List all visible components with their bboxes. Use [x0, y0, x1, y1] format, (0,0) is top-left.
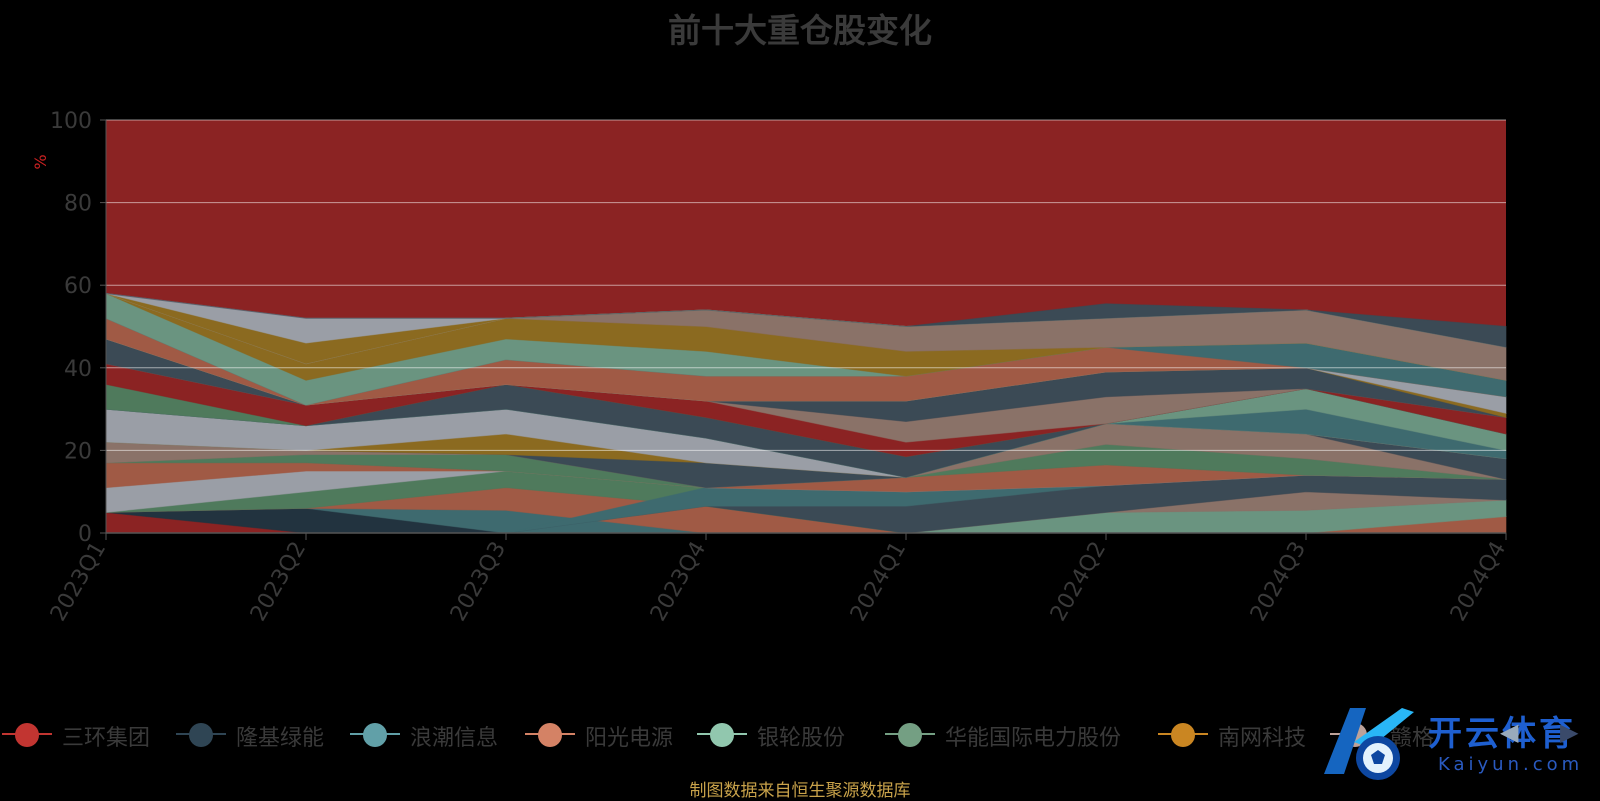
y-tick-label-5: 100: [50, 109, 92, 134]
chart-title: 前十大重仓股变化: [668, 11, 932, 50]
x-tick-label-6: 2024Q3: [1246, 538, 1311, 626]
legend-label-5: 华能国际电力股份: [945, 726, 1122, 751]
legend-dot-6: [1171, 723, 1195, 747]
x-tick-label-0: 2023Q1: [46, 538, 111, 626]
chart-plot: 0 20 40 60 80 100% 2023Q1 2023Q2 2023Q3 2023Q4 202…: [31, 109, 1511, 626]
legend-prev-icon[interactable]: ◀: [1500, 718, 1519, 746]
legend-next-icon[interactable]: ▶: [1560, 718, 1579, 746]
legend-pager: ◀ ▶: [1500, 718, 1600, 754]
legend-label-1: 隆基绿能: [236, 726, 325, 751]
legend-dot-4: [710, 723, 734, 747]
legend-label-4: 银轮股份: [757, 726, 846, 751]
x-tick-label-2: 2023Q3: [446, 538, 511, 626]
kaiyun-logo-icon: [1324, 708, 1414, 780]
legend-dot-5: [898, 723, 922, 747]
legend-label-3: 阳光电源: [585, 726, 674, 751]
y-tick-label-4: 80: [64, 192, 92, 217]
legend-dot-3: [538, 723, 562, 747]
y-axis-label: %: [31, 154, 50, 169]
watermark-subtext: Kaiyun.com: [1438, 754, 1584, 775]
legend-label-2: 浪潮信息: [410, 726, 499, 751]
legend-dot-1: [189, 723, 213, 747]
legend-label-0: 三环集团: [62, 726, 151, 751]
watermark: 开云体育 Kaiyun.com: [1310, 700, 1600, 790]
x-tick-label-7: 2024Q4: [1446, 538, 1511, 626]
legend-dot-0: [15, 723, 39, 747]
y-tick-label-3: 60: [64, 274, 92, 299]
legend: 三环集团 隆基绿能 浪潮信息 阳光电源 银轮股份 华能国际电力股份 南网科技 赣…: [0, 714, 1600, 754]
area-layer-34: [105, 292, 1507, 348]
x-tick-label-5: 2024Q2: [1046, 538, 1111, 626]
y-tick-label-0: 0: [78, 522, 92, 547]
source-note: 制图数据来自恒生聚源数据库: [689, 781, 911, 801]
x-tick-label-1: 2023Q2: [246, 538, 311, 626]
x-tick-label-3: 2023Q4: [646, 538, 711, 626]
legend-label-6: 南网科技: [1218, 726, 1307, 751]
legend-dot-2: [363, 723, 387, 747]
watermark-text: 开云体育: [1428, 714, 1576, 754]
x-tick-label-4: 2024Q1: [846, 538, 911, 626]
y-tick-label-1: 20: [64, 439, 92, 464]
legend-label-7: 赣格: [1390, 726, 1435, 751]
y-tick-label-2: 40: [64, 357, 92, 382]
